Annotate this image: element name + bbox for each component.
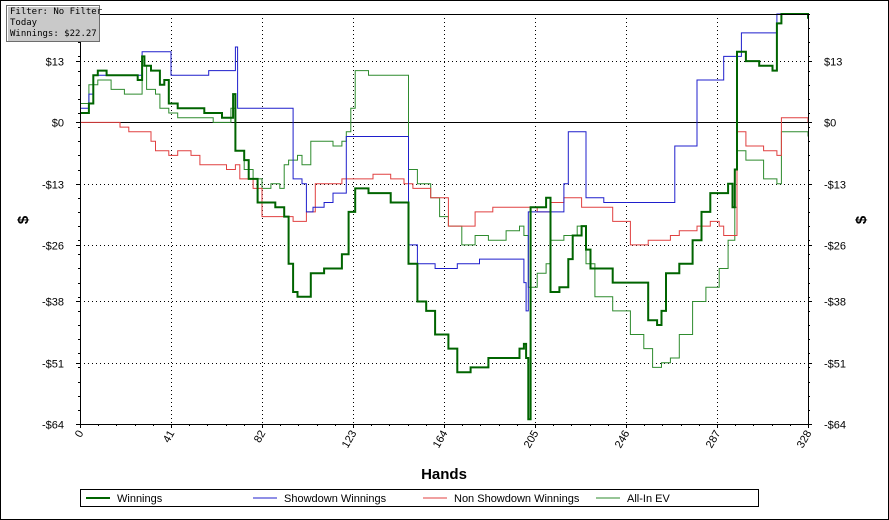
filter-label: Filter: No Filter (10, 7, 103, 17)
legend-box (80, 489, 759, 507)
x-tick-label: 164 (431, 428, 451, 450)
y-tick-label-right: $13 (824, 57, 842, 69)
y-tick-label-left: $13 (46, 57, 64, 69)
legend-label: Showdown Winnings (284, 493, 387, 505)
x-tick-label: 246 (613, 428, 633, 450)
y-tick-label-left: -$13 (42, 180, 64, 192)
y-tick-label-left: -$64 (42, 420, 64, 432)
x-tick-label: 82 (252, 428, 269, 445)
series-line-winnings (80, 13, 809, 421)
series-layer (80, 13, 809, 421)
x-tick-label: 123 (340, 428, 360, 450)
legend: Winnings Showdown Winnings Non Showdown Wi… (80, 489, 759, 507)
y-tick-label-right: -$26 (824, 241, 846, 253)
y-tick-label-left: -$51 (42, 359, 64, 371)
x-axis-title: Hands (421, 466, 467, 483)
legend-label: Non Showdown Winnings (454, 493, 580, 505)
series-line-non-showdown-winnings (80, 117, 809, 246)
filter-info-box: Filter: No Filter Today Winnings: $22.27 (6, 5, 103, 42)
y-tick-label-left: $0 (52, 118, 64, 130)
legend-label: Winnings (117, 493, 163, 505)
y-axis-title-left: $ (15, 215, 32, 224)
x-tick-label: 41 (161, 428, 178, 445)
x-tick-label: 0 (73, 428, 86, 439)
y-tick-label-right: -$38 (824, 297, 846, 309)
y-axis-title-right: $ (853, 215, 870, 224)
x-tick-label: 205 (522, 428, 542, 450)
winnings-label: Winnings: $22.27 (10, 29, 97, 39)
y-tick-label-right: -$64 (824, 420, 846, 432)
legend-label: All-In EV (627, 493, 670, 505)
y-tick-label-right: -$13 (824, 180, 846, 192)
y-tick-label-left: -$38 (42, 297, 64, 309)
y-tick-label-right: -$51 (824, 359, 846, 371)
x-tick-label: 287 (704, 428, 724, 450)
period-label: Today (10, 18, 38, 28)
y-tick-label-left: -$26 (42, 241, 64, 253)
y-tick-label-right: $0 (824, 118, 836, 130)
x-tick-label: 328 (795, 428, 815, 450)
